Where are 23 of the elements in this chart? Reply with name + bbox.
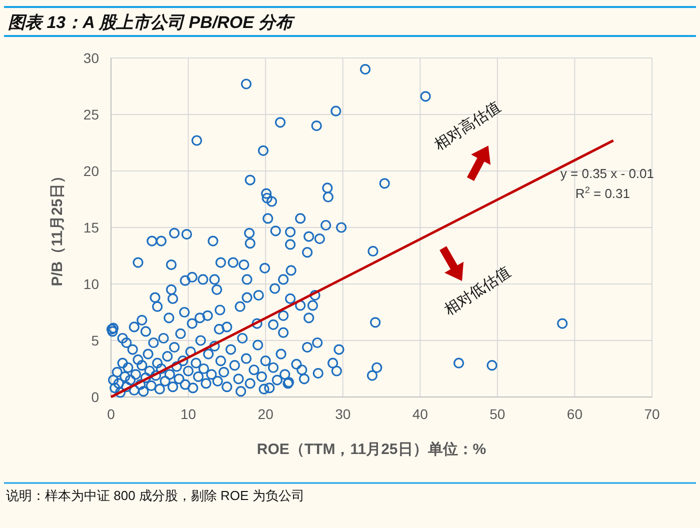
y-tick-label: 25 xyxy=(83,106,100,122)
x-tick-label: 0 xyxy=(107,406,116,422)
y-tick-label: 15 xyxy=(83,220,100,236)
x-tick-label: 20 xyxy=(258,406,274,422)
x-tick-label: 60 xyxy=(566,406,583,422)
y-tick-label: 5 xyxy=(91,332,100,348)
x-axis-title: ROE（TTM，11月25日）单位：% xyxy=(256,441,486,458)
y-tick-label: 10 xyxy=(83,276,100,292)
annotation: 相对高估值 xyxy=(431,98,504,154)
y-tick-label: 0 xyxy=(91,389,100,405)
x-tick-label: 50 xyxy=(490,406,506,422)
annotation: R$^{2}$ = 0.31 xyxy=(575,185,630,201)
y-tick-label: 30 xyxy=(83,50,100,66)
x-tick-label: 70 xyxy=(644,406,660,422)
x-tick-label: 40 xyxy=(412,406,428,422)
chart-title: 图表 13：A 股上市公司 PB/ROE 分布 xyxy=(8,13,296,32)
x-tick-label: 30 xyxy=(335,406,351,422)
annotation: 相对低估值 xyxy=(441,264,514,319)
annotation: y = 0.35 x - 0.01 xyxy=(560,166,654,181)
y-axis-title: P/B（11月25日） xyxy=(49,168,66,286)
x-tick-label: 10 xyxy=(180,406,196,422)
text: 说明：样本为中证 800 成分股，剔除 ROE 为负公司 xyxy=(6,488,304,503)
y-tick-label: 20 xyxy=(83,163,100,179)
